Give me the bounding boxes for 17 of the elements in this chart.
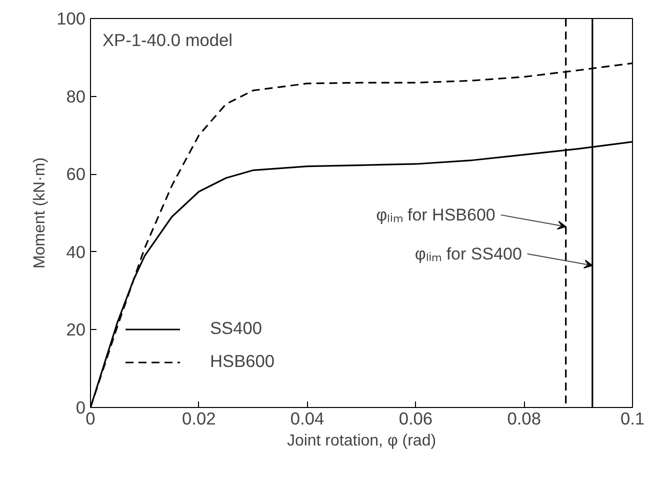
x-tick-label: 0.08 [507,408,541,428]
x-tick-label: 0.06 [398,408,433,428]
x-axis-title: Joint rotation, φ (rad) [286,432,436,450]
ref-line-label: φₗᵢₘ for SS400 [414,244,522,264]
y-tick-label: 80 [66,86,86,106]
y-tick-label: 100 [56,8,86,28]
y-tick-label: 60 [66,164,86,184]
x-tick-label: 0.02 [182,408,216,428]
legend-label: SS400 [210,318,262,339]
x-tick-label: 0.1 [620,408,645,428]
x-tick-label: 0.04 [290,408,325,428]
y-tick-label: 20 [66,320,86,340]
legend-label: HSB600 [210,351,275,372]
y-tick-label: 40 [66,242,86,262]
annotation: XP-1-40.0 model [102,30,233,50]
y-axis-title: Moment (kN·m) [32,157,49,269]
ref-line-label: φₗᵢₘ for HSB600 [376,205,496,224]
